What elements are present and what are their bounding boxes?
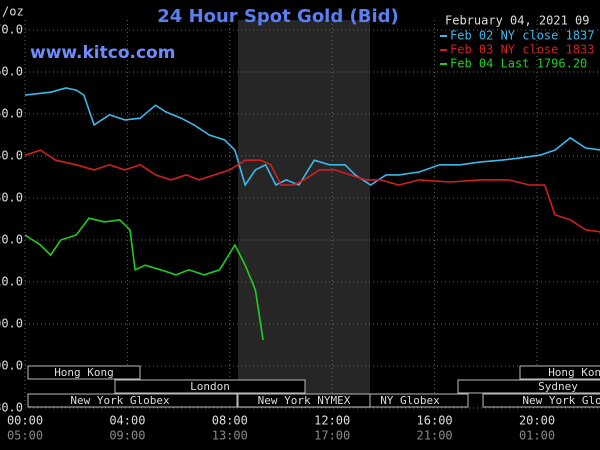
session-bar [114,379,306,394]
legend-label: Feb 04 Last 1796.20 [450,57,587,71]
y-tick-label: 1790.0 [0,359,23,373]
series-line [24,217,264,341]
session-label: New York NYMEX [258,394,351,407]
x-tick-label: 08:00 [212,414,248,428]
x-tick-label: 12:00 [314,414,350,428]
y-tick-label: 1850.0 [0,107,23,121]
labels: 1870.0 1860.0 1850.0 1840.0 1830.0 1820.0 1810… [0,23,595,443]
x-tick-label: 04:00 [109,414,145,428]
y-tick-label: 1870.0 [0,23,23,37]
session-label: New York Globex [522,394,600,407]
session-bar [482,393,600,408]
session-bar [519,365,600,380]
x-tick-label: 20:00 [519,414,555,428]
session-bar [457,379,600,394]
session-label: London [190,380,230,393]
x-tick-label: 00:00 [7,414,43,428]
series-line [24,87,600,187]
watermark: www.kitco.com [30,43,175,63]
session-bar [27,365,141,380]
y-tick-label: 1820.0 [0,233,23,247]
y-unit: /oz [2,5,24,19]
y-tick-label: 1780.0 [0,401,23,415]
lines [24,87,600,341]
series-line [24,149,600,233]
x-tick-label-secondary: 01:00 [519,429,555,443]
session-label: Sydney [538,380,578,393]
x-tick-label: 16:00 [417,414,453,428]
x-tick-label-secondary: 09:00 [109,429,145,443]
sessions: Hong Kong London New York Globex New Yor… [27,365,600,408]
legend-label: Feb 03 NY close 1833 [450,43,595,57]
x-tick-label-secondary: 13:00 [212,429,248,443]
grid [24,20,600,409]
session-bar [369,393,469,408]
y-tick-label: 1800.0 [0,317,23,331]
y-tick-label: 1860.0 [0,65,23,79]
nymex-shade [238,20,370,408]
legend-label: Feb 02 NY close 1837 [450,29,595,43]
session-label: NY Globex [380,394,440,407]
session-label: Hong Kong [54,366,114,379]
session-bar [27,393,238,408]
legend-title: February 04, 2021 09 [445,14,590,28]
y-tick-label: 1830.0 [0,191,23,205]
y-tick-label: 1810.0 [0,275,23,289]
session-label: Hong Kong [548,366,600,379]
chart-title: 24 Hour Spot Gold (Bid) [157,6,398,27]
session-label: New York Globex [70,394,170,407]
x-tick-label-secondary: 21:00 [417,429,453,443]
y-tick-label: 1840.0 [0,149,23,163]
x-tick-label-secondary: 05:00 [7,429,43,443]
x-tick-label-secondary: 17:00 [314,429,350,443]
